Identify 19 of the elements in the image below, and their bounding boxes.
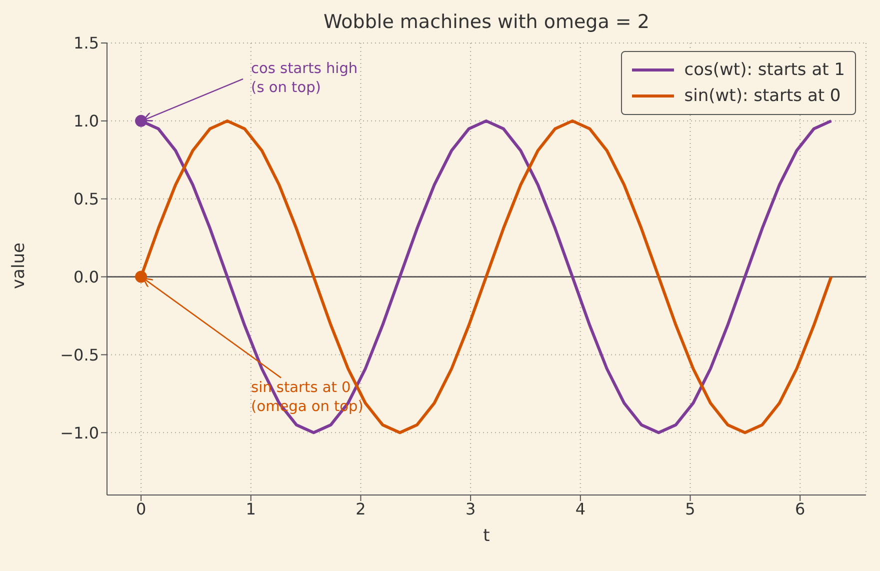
legend-label: sin(wt): starts at 0: [684, 86, 841, 106]
x-tick-label: 6: [795, 499, 806, 518]
x-tick-label: 4: [575, 499, 586, 518]
y-tick-label: 0.5: [74, 190, 99, 209]
x-tick-label: 2: [356, 499, 366, 518]
y-tick-label: 1.0: [74, 112, 99, 131]
y-tick-label: −1.0: [60, 423, 99, 442]
chart-title: Wobble machines with omega = 2: [324, 11, 650, 33]
x-tick-label: 0: [136, 499, 146, 518]
y-tick-label: 1.5: [74, 34, 99, 53]
annotation: cos starts high (s on top): [251, 60, 358, 96]
legend-label: cos(wt): starts at 1: [684, 60, 845, 80]
x-axis-title: t: [483, 526, 490, 546]
y-axis-title: value: [9, 242, 30, 289]
x-tick-label: 5: [685, 499, 696, 518]
x-tick-label: 1: [246, 499, 256, 518]
y-tick-label: 0.0: [74, 267, 99, 286]
x-tick-label: 3: [465, 499, 476, 518]
y-tick-label: −0.5: [60, 345, 99, 364]
